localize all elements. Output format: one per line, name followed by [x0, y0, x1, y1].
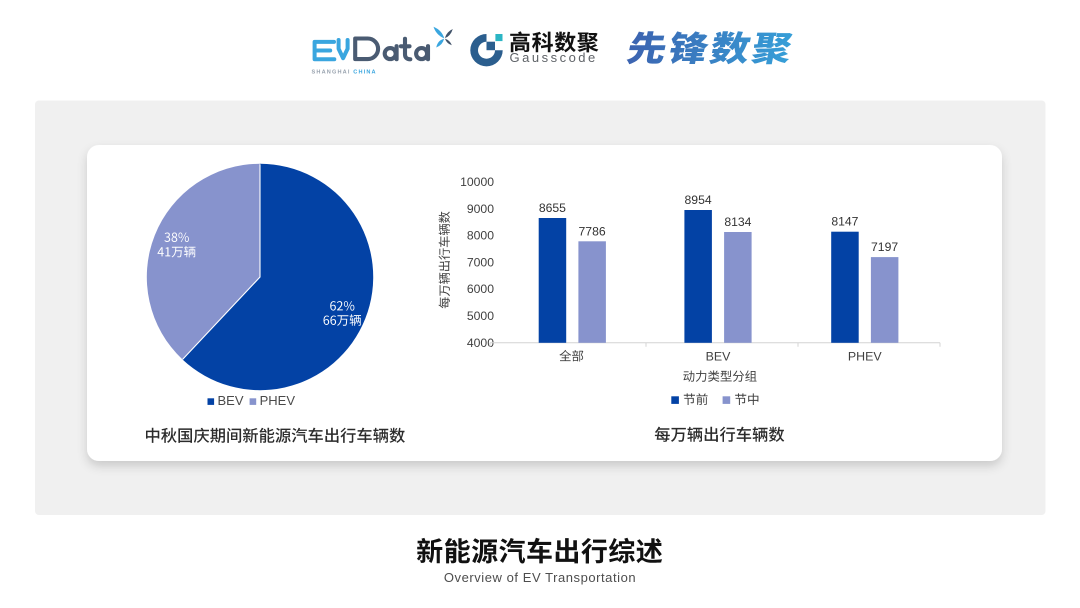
svg-text:SHANGHAI CHINA: SHANGHAI CHINA: [312, 70, 377, 76]
svg-text:Gausscode: Gausscode: [510, 50, 598, 65]
svg-text:8134: 8134: [724, 215, 751, 229]
svg-text:BEV: BEV: [218, 393, 244, 408]
svg-text:4000: 4000: [467, 336, 494, 350]
svg-text:7197: 7197: [871, 240, 898, 254]
svg-text:PHEV: PHEV: [848, 350, 882, 364]
svg-text:6000: 6000: [467, 282, 494, 296]
svg-text:Overview of EV Transportation: Overview of EV Transportation: [444, 570, 636, 585]
svg-text:9000: 9000: [467, 202, 494, 216]
svg-text:10000: 10000: [460, 175, 494, 189]
svg-text:8147: 8147: [831, 215, 858, 229]
svg-text:PHEV: PHEV: [260, 393, 296, 408]
svg-text:7000: 7000: [467, 255, 494, 269]
svg-text:5000: 5000: [467, 309, 494, 323]
svg-text:BEV: BEV: [706, 350, 732, 364]
svg-text:7786: 7786: [579, 224, 606, 238]
svg-text:8000: 8000: [467, 229, 494, 243]
svg-text:8954: 8954: [685, 193, 712, 207]
svg-text:8655: 8655: [539, 201, 566, 215]
